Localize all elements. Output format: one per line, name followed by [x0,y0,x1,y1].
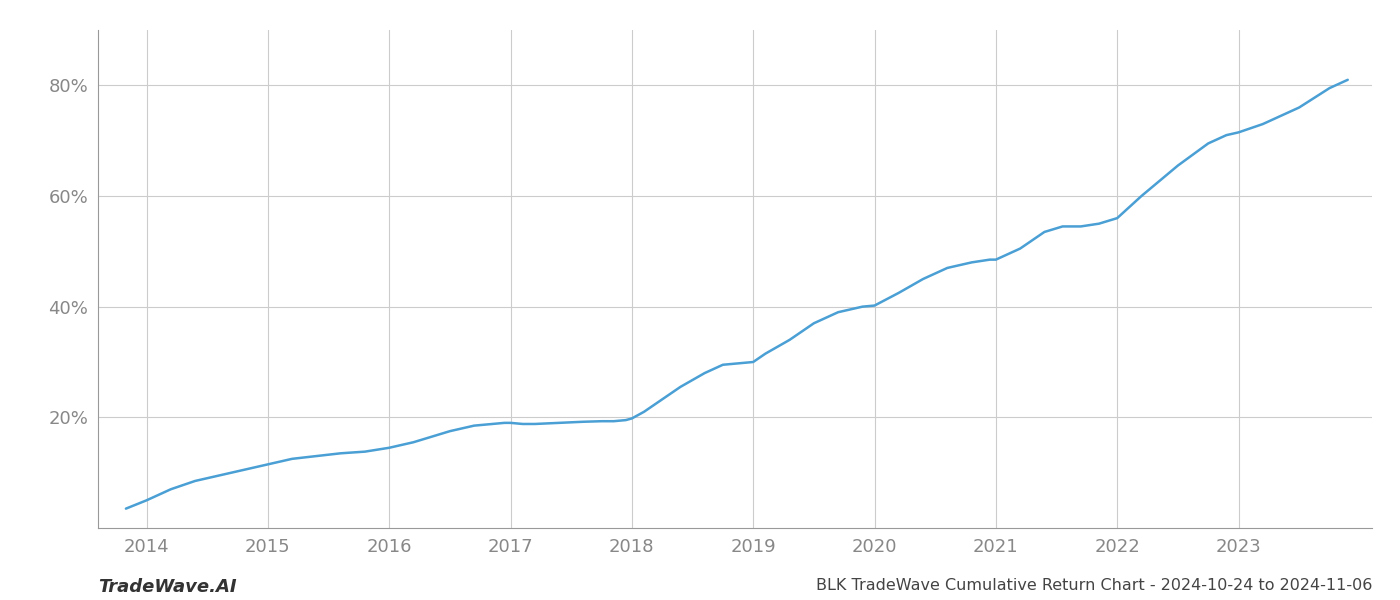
Text: BLK TradeWave Cumulative Return Chart - 2024-10-24 to 2024-11-06: BLK TradeWave Cumulative Return Chart - … [816,578,1372,593]
Text: TradeWave.AI: TradeWave.AI [98,578,237,596]
